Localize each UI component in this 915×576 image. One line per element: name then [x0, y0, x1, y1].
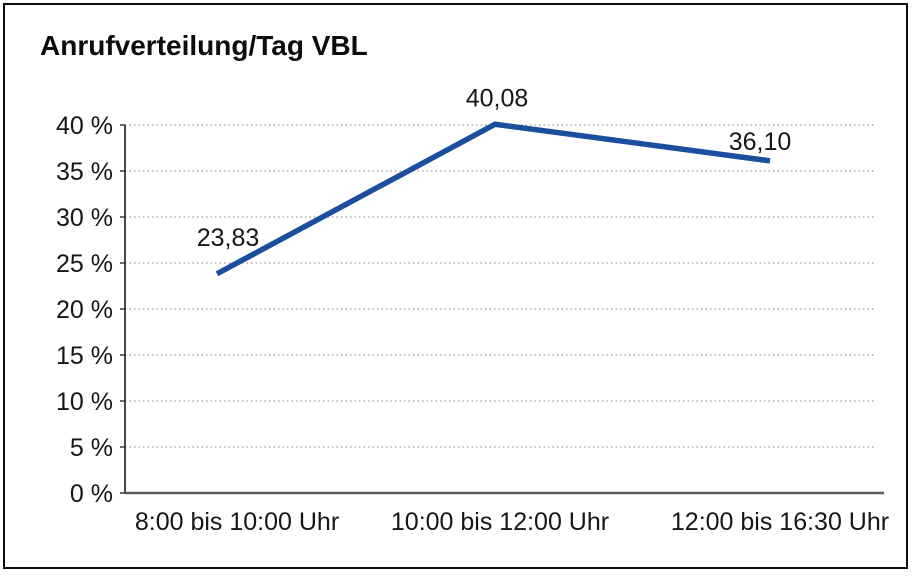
y-tick-label: 0 %: [70, 480, 113, 508]
data-point-label: 23,83: [197, 224, 260, 252]
chart-title: Anrufverteilung/Tag VBL: [40, 30, 368, 61]
y-tick-label: 40 %: [56, 112, 113, 140]
data-point-label: 36,10: [729, 128, 792, 156]
x-category-label: 12:00 bis 16:30 Uhr: [671, 508, 889, 536]
y-tick-label: 15 %: [56, 342, 113, 370]
x-category-label: 10:00 bis 12:00 Uhr: [391, 508, 609, 536]
y-tick-label: 10 %: [56, 388, 113, 416]
y-tick-label: 25 %: [56, 250, 113, 278]
y-tick-label: 5 %: [70, 434, 113, 462]
y-tick-label: 20 %: [56, 296, 113, 324]
y-tick-label: 30 %: [56, 204, 113, 232]
data-line: [215, 121, 771, 277]
y-tick-label: 35 %: [56, 158, 113, 186]
chart-frame-border: [3, 3, 908, 569]
data-point-label: 40,08: [466, 84, 529, 112]
x-category-label: 8:00 bis 10:00 Uhr: [135, 508, 339, 536]
